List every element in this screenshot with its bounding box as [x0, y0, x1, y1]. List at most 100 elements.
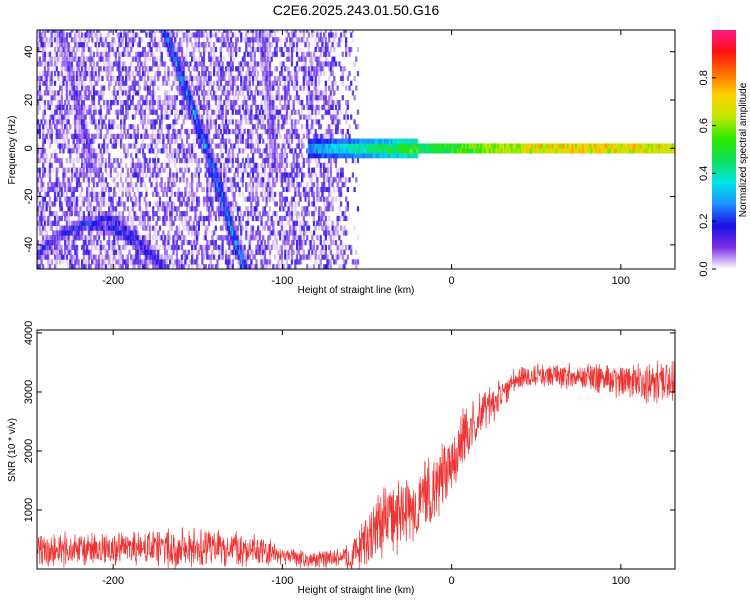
- spectrogram-cell: [67, 109, 70, 115]
- spectrogram-cell: [155, 249, 158, 255]
- spectrogram-cell: [235, 133, 238, 139]
- spectrogram-cell: [182, 66, 185, 72]
- spectrogram-cell: [111, 220, 114, 226]
- spectrogram-cell: [74, 71, 77, 77]
- spectrogram-cell: [245, 143, 248, 149]
- spectrogram-cell: [138, 109, 141, 115]
- spectrogram-cell: [257, 124, 260, 130]
- spectrogram-cell: [280, 51, 283, 57]
- spectrogram-cell: [109, 138, 113, 144]
- spectrogram-cell: [74, 167, 77, 173]
- spectrogram-cell: [42, 109, 45, 115]
- spectrogram-cell: [94, 148, 97, 154]
- spectrogram-cell: [211, 153, 214, 159]
- spectrogram-cell: [251, 133, 255, 139]
- spectrogram-cell: [287, 128, 290, 135]
- spectrogram-cell: [77, 177, 80, 183]
- spectrogram-cell: [89, 225, 92, 231]
- spectrogram-cell: [287, 230, 290, 236]
- spectrogram-cell: [125, 109, 128, 115]
- spectrogram-cell: [260, 244, 263, 251]
- spectrogram-cell: [70, 186, 74, 193]
- spectrogram-cell: [294, 157, 297, 164]
- spectrogram-cell: [251, 249, 255, 255]
- spectrogram-cell: [246, 138, 250, 144]
- spectrogram-cell: [179, 80, 182, 86]
- spectrogram-cell: [89, 206, 92, 212]
- spectrogram-cell: [228, 42, 231, 48]
- spectrogram-cell: [89, 191, 92, 197]
- spectrogram-cell: [270, 124, 273, 130]
- spectrogram-cell: [307, 32, 311, 38]
- spectrogram-cell: [206, 104, 209, 111]
- spectrogram-cell: [277, 220, 280, 226]
- spectrogram-cell: [53, 138, 57, 144]
- spectrogram-cell: [263, 148, 267, 154]
- spectrogram-cell: [40, 196, 43, 202]
- spectrogram-cell: [45, 153, 48, 159]
- spectrogram-cell: [251, 71, 255, 77]
- spectrogram-cell: [284, 167, 287, 173]
- spectrogram-cell: [169, 225, 172, 231]
- spectrogram-cell: [119, 177, 123, 183]
- spectrogram-cell: [57, 182, 60, 188]
- spectrogram-cell: [155, 114, 158, 120]
- spectrogram-cell: [136, 148, 140, 154]
- spectrogram-cell: [150, 100, 153, 106]
- spectrogram-cell: [170, 254, 173, 260]
- spectrogram-cell: [235, 138, 238, 144]
- spectrogram-cell: [224, 211, 228, 217]
- spectrogram-cell: [55, 235, 58, 241]
- spectrogram-cell: [250, 138, 253, 144]
- spectrogram-cell: [177, 80, 180, 86]
- spectrogram-cell: [290, 177, 294, 183]
- spectrogram-cell: [75, 225, 79, 231]
- spectrogram-cell: [285, 186, 289, 193]
- spectrogram-cell: [123, 46, 126, 53]
- spectrogram-cell: [163, 244, 167, 251]
- spectrogram-cell: [152, 244, 155, 251]
- spectrogram-cell: [248, 119, 251, 125]
- spectrogram-cell: [37, 254, 40, 260]
- spectrogram-cell: [192, 191, 195, 197]
- spectrogram-cell: [108, 71, 111, 77]
- spectrogram-cell: [141, 143, 145, 149]
- spectrogram-cell: [50, 264, 53, 269]
- spectrogram-cell: [87, 37, 91, 43]
- spectrogram-cell: [69, 104, 72, 111]
- spectrogram-cell: [197, 177, 201, 183]
- spectrogram-cell: [223, 211, 226, 217]
- spectrogram-cell: [226, 235, 229, 241]
- spectrogram-cell: [48, 51, 52, 57]
- spectrogram-cell: [204, 196, 207, 202]
- spectrogram-cell: [184, 61, 187, 67]
- spectrogram-cell: [290, 201, 294, 207]
- spectrogram-cell: [138, 254, 141, 260]
- spectrogram-cell: [263, 220, 267, 226]
- spectrogram-cell: [101, 225, 104, 231]
- spectrogram-cell: [123, 114, 126, 120]
- spectrogram-cell: [211, 249, 214, 255]
- spectrogram-cell: [89, 249, 92, 255]
- spectrogram-cell: [74, 104, 77, 111]
- spectrogram-cell: [177, 61, 180, 67]
- spectrogram-cell: [81, 133, 84, 139]
- spectrogram-cell: [70, 167, 74, 173]
- spectrogram-cell: [165, 215, 168, 222]
- spectrogram-cell: [231, 119, 234, 125]
- spectrogram-cell: [155, 61, 158, 67]
- spectrogram-cell: [160, 114, 163, 120]
- spectrogram-cell: [60, 32, 63, 38]
- spectrogram-cell: [162, 148, 165, 154]
- spectrogram-cell: [216, 172, 219, 178]
- spectrogram-cell: [258, 133, 261, 139]
- spectrogram-cell: [165, 104, 168, 111]
- spectrogram-cell: [165, 148, 168, 154]
- spectrogram-cell: [306, 254, 309, 260]
- spectrogram-cell: [65, 133, 69, 139]
- spectrogram-cell: [257, 61, 260, 67]
- spectrogram-cell: [77, 235, 80, 241]
- spectrogram-cell: [47, 186, 50, 193]
- spectrogram-cell: [246, 133, 250, 139]
- spectrogram-cell: [43, 167, 47, 173]
